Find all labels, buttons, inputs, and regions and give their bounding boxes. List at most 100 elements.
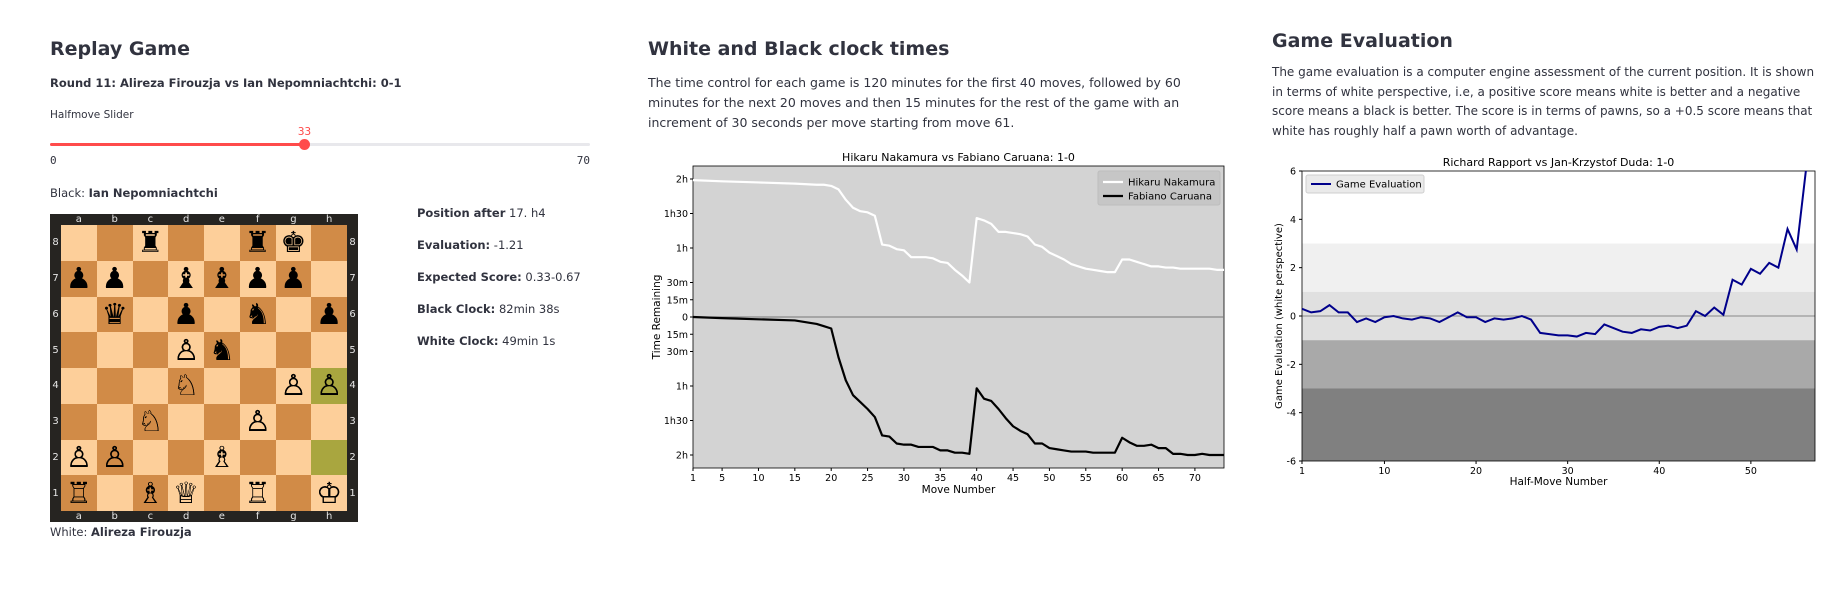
x-tick-label: 45	[1007, 473, 1019, 484]
white-piece-c1: ♗	[137, 475, 164, 510]
square-c7	[132, 260, 169, 297]
y-tick-label: 30m	[667, 347, 688, 358]
square-b5	[96, 332, 133, 368]
square-h7	[311, 260, 347, 297]
rank-label-6: 6	[349, 308, 356, 320]
black-piece-f6: ♞	[244, 296, 271, 331]
square-a1	[61, 475, 97, 511]
x-tick-label: 1	[1299, 466, 1305, 477]
black-piece-c8: ♜	[137, 225, 164, 260]
file-label-d: d	[182, 214, 190, 225]
rank-label-4: 4	[52, 380, 59, 392]
x-tick-label: 1	[690, 473, 696, 484]
slider-fill	[50, 143, 305, 146]
square-d2	[168, 439, 204, 476]
rank-label-6: 6	[52, 308, 59, 320]
square-g5	[275, 332, 312, 368]
rank-label-2: 2	[52, 451, 59, 463]
square-h6	[311, 296, 347, 333]
square-h5	[311, 332, 347, 368]
white-piece-d5: ♙	[173, 332, 200, 367]
clock-description: The time control for each game is 120 mi…	[648, 75, 1181, 130]
white-piece-h4: ♙	[316, 368, 343, 403]
eval-band-0	[1302, 243, 1815, 292]
x-tick-label: 20	[825, 473, 837, 484]
x-tick-label: 10	[1378, 466, 1390, 477]
square-f7	[239, 260, 276, 297]
y-tick-label: 1h	[676, 244, 688, 255]
legend-label-0: Hikaru Nakamura	[1128, 178, 1215, 189]
halfmove-slider[interactable]: 33 0 70	[50, 122, 590, 167]
square-c3	[132, 403, 169, 440]
file-label-b: b	[111, 214, 118, 225]
y-tick-label: 1h	[676, 382, 688, 393]
square-e2	[204, 439, 240, 476]
slider-max: 70	[576, 154, 590, 167]
rank-label-5: 5	[52, 344, 59, 356]
white-player-name: Alireza Firouzja	[90, 525, 192, 539]
square-e6	[204, 296, 240, 333]
evaluation-description: The game evaluation is a computer engine…	[1272, 65, 1815, 138]
clock-chart: Hikaru Nakamura vs Fabiano Caruana: 1-0 2…	[651, 151, 1225, 496]
y-tick-label: 1h30	[664, 209, 688, 220]
eval-legend	[1305, 174, 1425, 194]
file-label-f: f	[255, 214, 260, 225]
eval-legend-label: Game Evaluation	[1336, 180, 1422, 191]
square-d7	[168, 260, 204, 297]
slider-label: Halfmove Slider	[50, 109, 134, 121]
black-piece-b7: ♟	[101, 261, 128, 296]
square-g3	[275, 403, 312, 440]
square-h4	[311, 368, 347, 404]
file-label-d: d	[182, 511, 190, 522]
square-a4	[61, 368, 97, 404]
black-piece-a7: ♟	[65, 261, 92, 296]
info-position: Position after 17. h4	[417, 206, 546, 220]
square-g2	[275, 439, 312, 476]
position-info: Position after 17. h4 Evaluation: -1.21 …	[417, 206, 597, 356]
square-f2	[239, 439, 276, 476]
square-a2	[61, 439, 97, 476]
black-piece-e5: ♞	[208, 332, 235, 367]
white-piece-e2: ♗	[208, 439, 235, 474]
x-tick-label: 50	[1043, 473, 1055, 484]
file-label-e: e	[218, 511, 225, 522]
y-tick-label: 15m	[667, 330, 688, 341]
square-g8	[275, 225, 312, 261]
y-tick-label: 2	[1290, 263, 1296, 274]
chess-board: ♜ ♜ ♚ ♟ ♟ ♝ ♝ ♟ ♟ ♛ ♟ ♞ ♟ ♞ ♙ ♘ ♙ ♙ ♘ ♙ ♙ ♙ ♗ ♖ ♗ ♕ ♖ ♔ a a b b c c d d e e f f…	[50, 214, 358, 522]
square-c8	[132, 225, 169, 261]
square-f5	[239, 332, 276, 368]
square-a5	[61, 332, 97, 368]
y-tick-label: -6	[1287, 457, 1296, 468]
eval-band-2	[1302, 340, 1815, 389]
white-piece-b2: ♙	[101, 439, 128, 474]
black-player-name: Ian Nepomniachtchi	[88, 186, 218, 200]
white-piece-d4: ♘	[173, 368, 200, 403]
square-f3	[239, 403, 276, 440]
file-label-e: e	[218, 214, 225, 225]
y-tick-label: 4	[1290, 215, 1296, 226]
x-tick-label: 15	[789, 473, 801, 484]
square-g7	[275, 260, 312, 297]
slider-thumb[interactable]	[299, 139, 311, 150]
square-d5	[168, 332, 204, 368]
x-tick-label: 35	[934, 473, 946, 484]
square-b7	[96, 260, 133, 297]
y-tick-label: 2h	[676, 451, 688, 462]
rank-label-7: 7	[52, 273, 59, 285]
y-axis-label: Time Remaining	[651, 275, 663, 361]
file-label-h: h	[325, 511, 333, 522]
rank-label-2: 2	[349, 451, 356, 463]
square-b8	[96, 225, 133, 261]
square-e5	[204, 332, 240, 368]
file-label-a: a	[75, 511, 82, 522]
file-label-g: g	[290, 511, 297, 522]
evaluation-title: Game Evaluation	[1272, 30, 1453, 52]
square-c6	[132, 296, 169, 333]
black-label: Black:	[50, 186, 85, 200]
y-tick-label: 0	[1290, 312, 1296, 323]
series-line-0	[692, 179, 1224, 284]
round-title: Round 11: Alireza Firouzja vs Ian Nepomn…	[50, 76, 402, 90]
series-line-1	[692, 315, 1224, 457]
slider-track[interactable]	[50, 143, 590, 146]
